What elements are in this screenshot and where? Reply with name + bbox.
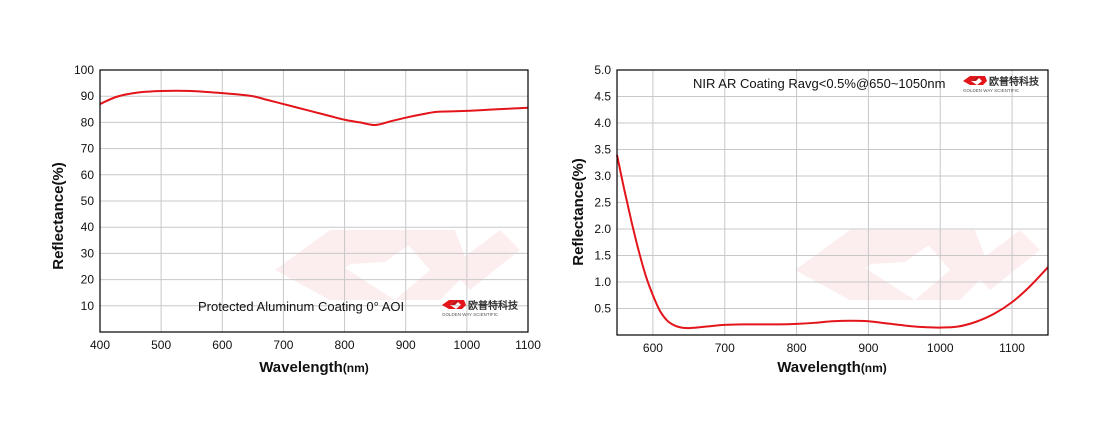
chart-right: 600 700 800 900 1000 1100 0.5 1.0 1.5 2.0 2.5 3.0 3… <box>570 63 1049 376</box>
x-tick-label: 1100 <box>999 341 1025 355</box>
y-tick-label: 20 <box>81 273 95 287</box>
x-tick-label: 900 <box>858 341 878 355</box>
y-tick-label: 2.0 <box>594 222 611 236</box>
x-tick-label: 800 <box>335 338 355 352</box>
y-tick-label: 100 <box>74 63 94 77</box>
x-tick-label: 900 <box>396 338 416 352</box>
x-tick-label: 700 <box>273 338 293 352</box>
y-tick-label: 40 <box>81 220 95 234</box>
x-axis-unit-right: (nm) <box>861 361 887 375</box>
y-tick-label: 4.5 <box>594 90 611 104</box>
x-tick-label: 600 <box>212 338 232 352</box>
series-line-right <box>616 154 1049 330</box>
y-tick-label: 30 <box>81 246 95 260</box>
y-tick-label: 0.5 <box>594 302 611 316</box>
plot-frame-left <box>99 69 529 333</box>
logo-text-cn-left: 欧普特科技 <box>468 299 519 312</box>
x-tick-label: 1000 <box>927 341 954 355</box>
x-tick-label: 1000 <box>454 338 481 352</box>
y-tick-label: 5.0 <box>594 63 611 77</box>
y-tick-label: 1.0 <box>594 275 611 289</box>
watermark-logo <box>795 230 1040 300</box>
x-axis-title-right: Wavelength(nm) <box>777 359 887 376</box>
x-axis-unit-left: (nm) <box>343 361 369 375</box>
y-tick-labels-right: 0.5 1.0 1.5 2.0 2.5 3.0 3.5 4.0 4.5 5.0 <box>594 63 611 316</box>
y-axis-title-right: Reflectance(%) <box>570 158 587 266</box>
logo-text-cn-right: 欧普特科技 <box>989 75 1040 88</box>
x-tick-label: 700 <box>715 341 735 355</box>
x-tick-labels-left: 400 500 600 700 800 900 1000 1100 <box>90 338 541 352</box>
logo-left: 欧普特科技 GOLDEN WAY SCIENTIFIC <box>442 299 519 317</box>
x-tick-label: 1100 <box>515 338 541 352</box>
chart-left: 400 500 600 700 800 900 1000 1100 10 20 30 40 50 60 7… <box>50 63 541 376</box>
y-tick-label: 4.0 <box>594 116 611 130</box>
grid-right <box>617 70 1048 335</box>
x-tick-label: 600 <box>643 341 663 355</box>
logo-right: 欧普特科技 GOLDEN WAY SCIENTIFIC <box>963 75 1040 93</box>
y-tick-label: 80 <box>81 115 95 129</box>
y-tick-label: 2.5 <box>594 196 611 210</box>
y-tick-label: 90 <box>81 89 95 103</box>
y-tick-label: 10 <box>81 299 95 313</box>
x-axis-title-text-right: Wavelength <box>777 359 861 376</box>
x-tick-labels-right: 600 700 800 900 1000 1100 <box>643 341 1025 355</box>
series-line-left <box>99 89 529 127</box>
y-tick-labels-left: 10 20 30 40 50 60 70 80 90 100 <box>74 63 94 313</box>
y-tick-label: 60 <box>81 168 95 182</box>
logo-text-en-left: GOLDEN WAY SCIENTIFIC <box>442 312 499 317</box>
x-tick-label: 400 <box>90 338 110 352</box>
y-tick-label: 1.5 <box>594 249 611 263</box>
grid-left <box>100 70 528 332</box>
plot-frame-right <box>616 69 1049 336</box>
logo-text-en-right: GOLDEN WAY SCIENTIFIC <box>963 88 1020 93</box>
y-tick-label: 3.0 <box>594 169 611 183</box>
y-axis-title-left: Reflectance(%) <box>50 162 67 270</box>
x-axis-title-left: Wavelength(nm) <box>259 359 369 376</box>
x-axis-title-text-left: Wavelength <box>259 359 343 376</box>
y-tick-label: 70 <box>81 142 95 156</box>
x-tick-label: 500 <box>151 338 171 352</box>
y-tick-label: 50 <box>81 194 95 208</box>
annotation-right: NIR AR Coating Ravg<0.5%@650~1050nm <box>693 76 945 91</box>
x-tick-label: 800 <box>787 341 807 355</box>
y-tick-label: 3.5 <box>594 143 611 157</box>
annotation-left: Protected Aluminum Coating 0° AOI <box>198 299 404 314</box>
watermark-logo <box>275 230 520 300</box>
